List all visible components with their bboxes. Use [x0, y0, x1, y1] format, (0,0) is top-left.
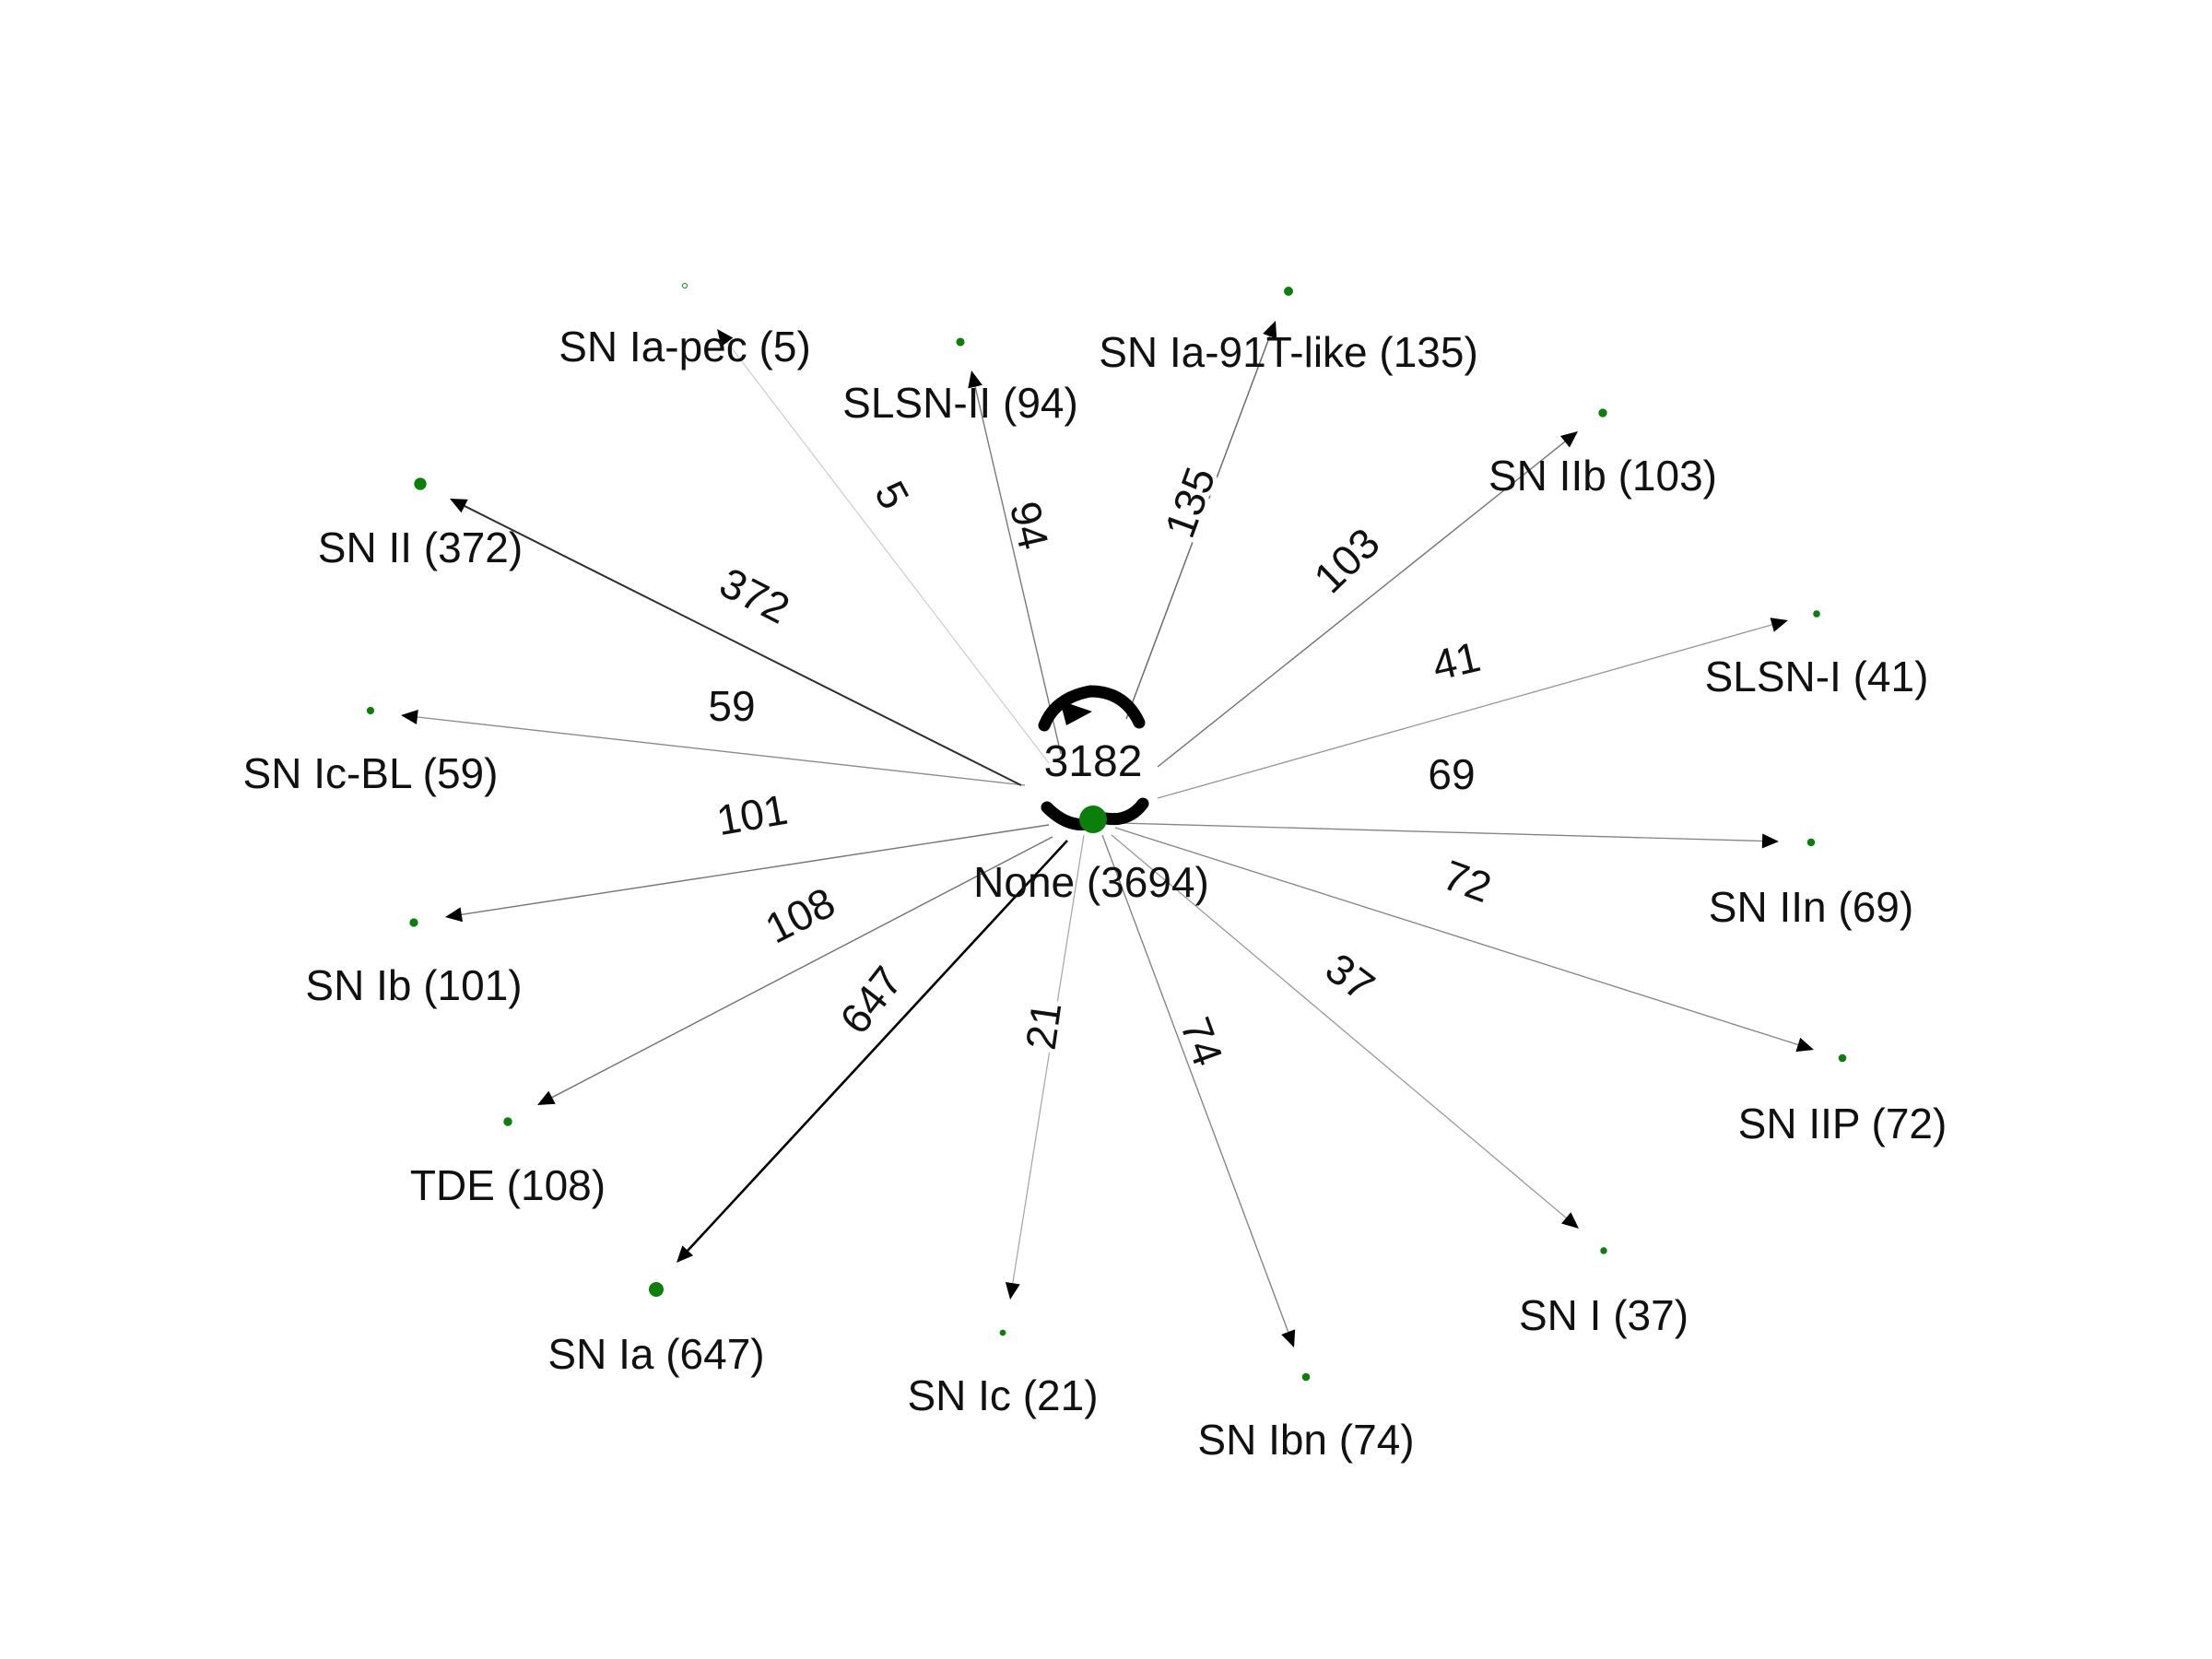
edge-arrowhead-sn-ibn: [1281, 1329, 1296, 1347]
node-label-sn-ib: SN Ib (101): [305, 961, 522, 1009]
edge-line-sn-ii: [464, 505, 1022, 786]
edge-label-sn-iin: 69: [1428, 750, 1475, 798]
edge-arrowhead-sn-ic: [1005, 1281, 1020, 1300]
edge-arrowhead-sn-ii: [450, 499, 468, 513]
node-label-sn-ia-91t-like: SN Ia-91T-like (135): [1099, 328, 1478, 376]
edge-label-sn-ia: 647: [830, 958, 912, 1042]
node-sn-iin: [1806, 838, 1816, 847]
edge-arrowhead-sn-ia-91t-like: [1263, 321, 1277, 339]
node-slsn-ii: [956, 337, 965, 347]
edge-arrowhead-sn-iip: [1795, 1037, 1814, 1053]
edge-label-sn-ic: 21: [1017, 999, 1071, 1053]
edge-arrowhead-sn-ia-pec: [717, 329, 734, 347]
hub-node-label: None (3694): [973, 858, 1209, 906]
edge-line-slsn-ii: [974, 386, 1062, 755]
edge-arrowhead-sn-ic-bl: [401, 710, 418, 724]
edge-label-sn-ii: 372: [712, 558, 797, 632]
edge-arrowhead-tde: [537, 1090, 556, 1105]
edge-line-sn-ibn: [1101, 834, 1289, 1333]
edge-arrowhead-sn-iin: [1761, 833, 1779, 849]
edge-label-slsn-ii: 94: [1001, 497, 1058, 554]
node-tde: [503, 1117, 512, 1126]
edge-label-sn-iip: 72: [1437, 851, 1498, 912]
edge-label-sn-iib: 103: [1304, 519, 1388, 603]
self-loop-arrowhead: [1060, 700, 1092, 725]
edge-line-tde: [551, 836, 1053, 1099]
edge-arrowhead-slsn-ii: [968, 371, 982, 389]
node-label-sn-ic: SN Ic (21): [907, 1371, 1098, 1419]
edge-line-sn-ic: [1012, 834, 1085, 1284]
edge-label-sn-ic-bl: 59: [708, 682, 755, 730]
node-label-tde: TDE (108): [410, 1161, 606, 1209]
node-label-sn-iip: SN IIP (72): [1738, 1100, 1947, 1147]
hub-node-group: None (3694): [973, 806, 1209, 906]
edge-line-sn-ia: [687, 840, 1068, 1252]
node-sn-ia: [649, 1282, 664, 1297]
edge-arrowhead-sn-i: [1561, 1212, 1579, 1229]
node-label-slsn-i: SLSN-I (41): [1705, 653, 1929, 700]
edge-label-sn-ibn: 74: [1171, 1011, 1232, 1072]
edge-line-sn-iip: [1114, 827, 1799, 1046]
edge-label-slsn-i: 41: [1428, 632, 1485, 689]
edge-arrowhead-slsn-i: [1770, 618, 1788, 632]
edge-line-sn-ic-bl: [417, 716, 1026, 786]
node-slsn-i: [1813, 610, 1820, 618]
edge-line-sn-ia-91t-like: [1125, 335, 1271, 720]
self-loop-label: 3182: [1044, 737, 1143, 786]
node-label-sn-ii: SN II (372): [318, 524, 523, 571]
node-sn-ib: [409, 918, 418, 927]
node-sn-ibn: [1301, 1372, 1311, 1382]
node-sn-ic-bl: [366, 706, 375, 715]
node-label-sn-ia-pec: SN Ia-pec (5): [559, 323, 811, 371]
edge-label-sn-ia-pec: 5: [865, 473, 919, 516]
edge-line-sn-iin: [1119, 822, 1763, 842]
edge-label-sn-ib: 101: [713, 785, 792, 845]
node-sn-iip: [1838, 1053, 1847, 1063]
nodes-layer: [366, 283, 1847, 1382]
hub-node-none: [1079, 806, 1107, 833]
self-loop-arc-upper: [1038, 685, 1146, 732]
edge-label-sn-ia-91t-like: 135: [1155, 461, 1224, 544]
node-sn-ic: [999, 1329, 1006, 1336]
edge-label-tde: 108: [758, 877, 842, 952]
edge-label-sn-i: 37: [1317, 944, 1383, 1010]
node-label-sn-ibn: SN Ibn (74): [1197, 1416, 1414, 1464]
node-sn-ia-pec: [682, 283, 688, 288]
edge-arrowhead-sn-ib: [445, 907, 464, 923]
edge-line-slsn-i: [1157, 624, 1772, 799]
node-label-sn-ia: SN Ia (647): [547, 1330, 764, 1378]
edge-arrowhead-sn-iib: [1559, 431, 1578, 448]
edge-line-sn-ib: [461, 824, 1050, 915]
node-label-slsn-ii: SLSN-II (94): [842, 379, 1078, 427]
node-label-sn-iib: SN IIb (103): [1488, 452, 1717, 500]
node-sn-iib: [1598, 408, 1607, 418]
edge-line-sn-i: [1111, 834, 1567, 1218]
edge-line-sn-iib: [1157, 441, 1566, 768]
node-sn-ia-91t-like: [1284, 287, 1293, 296]
node-label-sn-i: SN I (37): [1519, 1291, 1688, 1339]
node-sn-i: [1600, 1247, 1607, 1254]
edges-layer: [401, 321, 1814, 1347]
edge-line-sn-ia-pec: [726, 341, 1050, 764]
self-loop: 3182: [1038, 685, 1149, 831]
node-label-sn-ic-bl: SN Ic-BL (59): [243, 749, 499, 797]
node-label-sn-iin: SN IIn (69): [1709, 883, 1913, 931]
edge-arrowhead-sn-ia: [677, 1245, 694, 1263]
node-sn-ii: [414, 477, 427, 490]
